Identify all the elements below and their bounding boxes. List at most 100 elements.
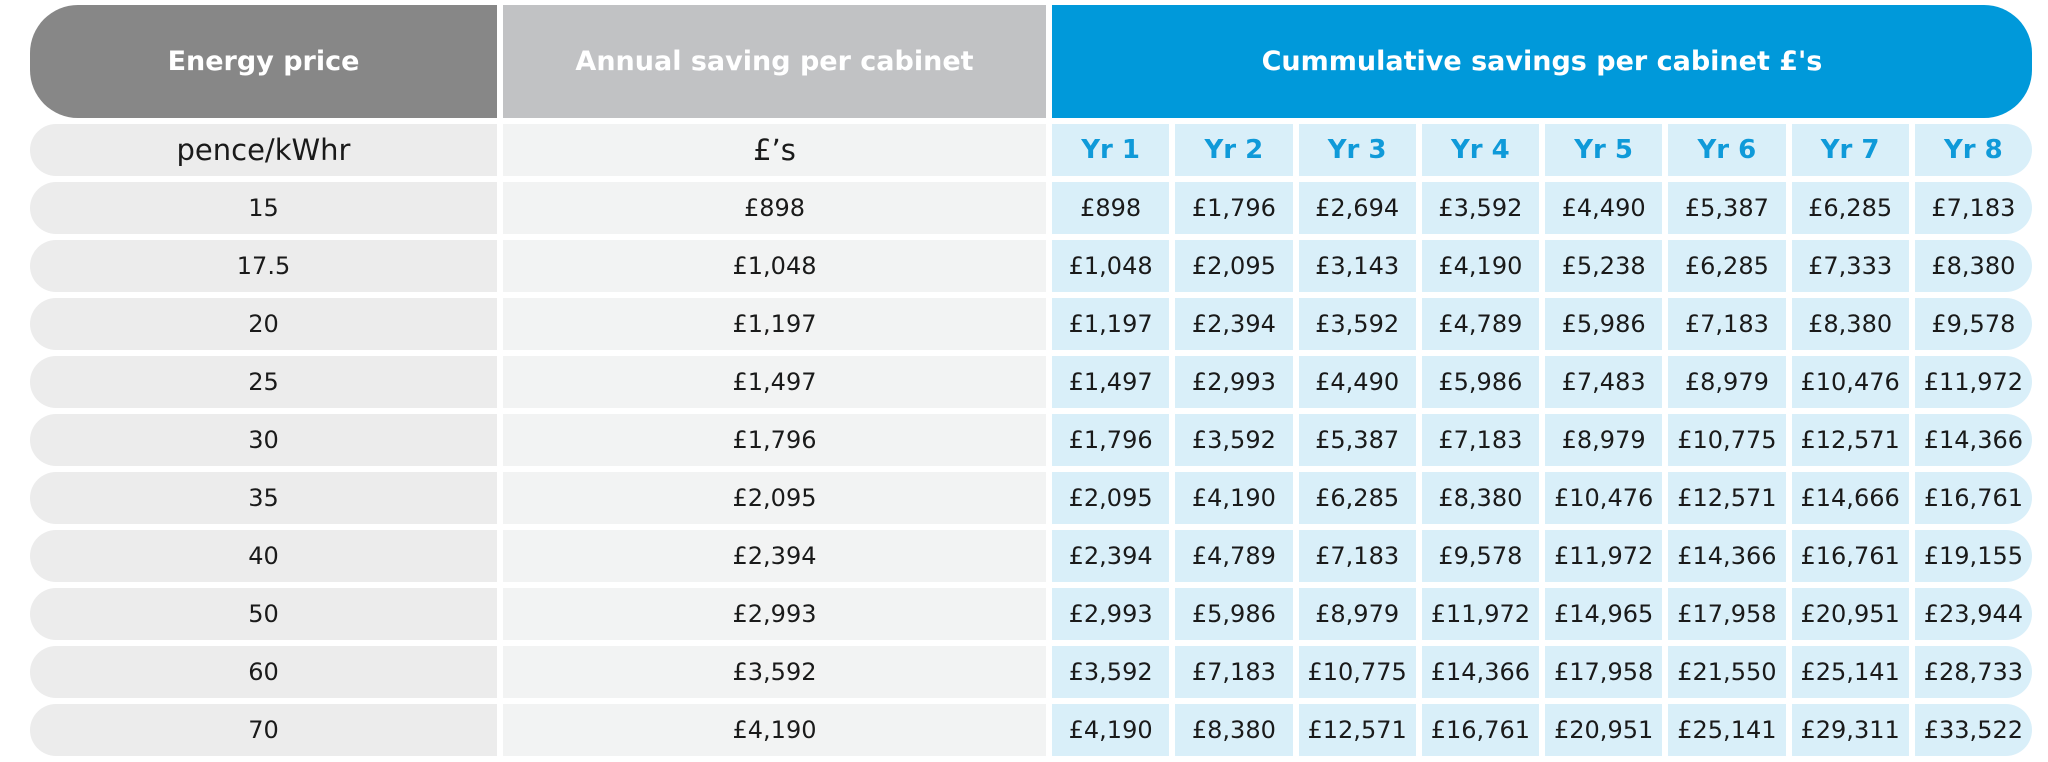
cumulative-saving-cell: £12,571: [1298, 704, 1416, 756]
cumulative-saving-cell: £8,979: [1668, 356, 1786, 408]
cumulative-saving-cell: £4,190: [1421, 240, 1539, 292]
savings-table: Energy price Annual saving per cabinet C…: [30, 5, 2032, 761]
cumulative-saving-cell: £2,694: [1298, 182, 1416, 234]
cumulative-saving-cell: £7,183: [1421, 414, 1539, 466]
cumulative-saving-cell: £4,789: [1175, 530, 1293, 582]
cumulative-saving-cell: £5,238: [1545, 240, 1663, 292]
cumulative-saving-cell: £8,979: [1298, 588, 1416, 640]
year-header: Yr 2: [1175, 124, 1293, 176]
cumulative-saving-cell: £7,333: [1791, 240, 1909, 292]
cumulative-saving-cell: £5,986: [1545, 298, 1663, 350]
cumulative-saving-cell: £19,155: [1914, 530, 2032, 582]
cumulative-saving-cell: £1,796: [1052, 414, 1170, 466]
cumulative-saving-cell: £1,796: [1175, 182, 1293, 234]
energy-price-cell: 25: [30, 356, 497, 408]
cumulative-saving-cell: £2,394: [1175, 298, 1293, 350]
cumulative-saving-cell: £4,190: [1052, 704, 1170, 756]
energy-price-cell: 60: [30, 646, 497, 698]
cumulative-saving-cell: £7,183: [1668, 298, 1786, 350]
cumulative-saving-cell: £7,183: [1914, 182, 2032, 234]
energy-price-cell: 17.5: [30, 240, 497, 292]
cumulative-saving-cell: £1,197: [1052, 298, 1170, 350]
annual-saving-cell: £4,190: [503, 704, 1046, 756]
cumulative-saving-cell: £11,972: [1914, 356, 2032, 408]
cumulative-saving-cell: £3,592: [1298, 298, 1416, 350]
cumulative-saving-cell: £2,993: [1052, 588, 1170, 640]
cumulative-saving-cell: £14,666: [1791, 472, 1909, 524]
cumulative-saving-cell: £8,979: [1545, 414, 1663, 466]
cumulative-saving-cell: £3,592: [1052, 646, 1170, 698]
energy-price-cell: 35: [30, 472, 497, 524]
cumulative-saving-cell: £12,571: [1668, 472, 1786, 524]
cumulative-saving-cell: £28,733: [1914, 646, 2032, 698]
cumulative-saving-cell: £4,490: [1545, 182, 1663, 234]
cumulative-saving-cell: £14,366: [1668, 530, 1786, 582]
cumulative-saving-cell: £10,476: [1791, 356, 1909, 408]
cumulative-saving-cell: £5,986: [1175, 588, 1293, 640]
year-header: Yr 4: [1421, 124, 1539, 176]
cumulative-saving-cell: £29,311: [1791, 704, 1909, 756]
cumulative-saving-cell: £6,285: [1668, 240, 1786, 292]
energy-price-cell: 15: [30, 182, 497, 234]
annual-saving-cell: £898: [503, 182, 1046, 234]
year-header: Yr 3: [1298, 124, 1416, 176]
cumulative-saving-cell: £5,986: [1421, 356, 1539, 408]
cumulative-saving-cell: £4,789: [1421, 298, 1539, 350]
annual-saving-cell: £1,497: [503, 356, 1046, 408]
annual-saving-cell: £2,394: [503, 530, 1046, 582]
annual-saving-cell: £1,796: [503, 414, 1046, 466]
annual-saving-cell: £1,048: [503, 240, 1046, 292]
cumulative-saving-cell: £9,578: [1421, 530, 1539, 582]
cumulative-saving-cell: £1,048: [1052, 240, 1170, 292]
cumulative-saving-cell: £16,761: [1791, 530, 1909, 582]
cumulative-saving-cell: £25,141: [1668, 704, 1786, 756]
year-header: Yr 1: [1052, 124, 1170, 176]
cumulative-saving-cell: £12,571: [1791, 414, 1909, 466]
cumulative-saving-cell: £1,497: [1052, 356, 1170, 408]
cumulative-saving-cell: £2,394: [1052, 530, 1170, 582]
annual-saving-cell: £2,095: [503, 472, 1046, 524]
energy-price-cell: 30: [30, 414, 497, 466]
cumulative-saving-cell: £3,143: [1298, 240, 1416, 292]
cumulative-saving-cell: £7,183: [1175, 646, 1293, 698]
cumulative-saving-cell: £3,592: [1421, 182, 1539, 234]
cumulative-saving-cell: £6,285: [1298, 472, 1416, 524]
cumulative-saving-cell: £2,095: [1052, 472, 1170, 524]
annual-saving-cell: £3,592: [503, 646, 1046, 698]
year-header: Yr 6: [1668, 124, 1786, 176]
cumulative-saving-cell: £23,944: [1914, 588, 2032, 640]
cumulative-saving-cell: £25,141: [1791, 646, 1909, 698]
cumulative-saving-cell: £21,550: [1668, 646, 1786, 698]
cumulative-saving-cell: £20,951: [1791, 588, 1909, 640]
energy-price-header: Energy price: [30, 5, 497, 118]
cumulative-saving-cell: £17,958: [1545, 646, 1663, 698]
year-header: Yr 5: [1545, 124, 1663, 176]
cumulative-saving-cell: £8,380: [1175, 704, 1293, 756]
annual-saving-cell: £2,993: [503, 588, 1046, 640]
annual-saving-unit: £’s: [503, 124, 1046, 176]
cumulative-saving-cell: £2,095: [1175, 240, 1293, 292]
cumulative-saving-cell: £14,366: [1914, 414, 2032, 466]
energy-price-cell: 70: [30, 704, 497, 756]
energy-price-cell: 40: [30, 530, 497, 582]
cumulative-saving-cell: £8,380: [1791, 298, 1909, 350]
cumulative-saving-cell: £17,958: [1668, 588, 1786, 640]
cumulative-saving-cell: £4,190: [1175, 472, 1293, 524]
year-header: Yr 8: [1914, 124, 2032, 176]
cumulative-saving-cell: £11,972: [1545, 530, 1663, 582]
cumulative-saving-cell: £8,380: [1421, 472, 1539, 524]
energy-price-cell: 50: [30, 588, 497, 640]
cumulative-saving-cell: £20,951: [1545, 704, 1663, 756]
cumulative-saving-cell: £14,366: [1421, 646, 1539, 698]
annual-saving-header: Annual saving per cabinet: [503, 5, 1046, 118]
cumulative-saving-cell: £10,476: [1545, 472, 1663, 524]
cumulative-saving-cell: £5,387: [1668, 182, 1786, 234]
cumulative-saving-cell: £11,972: [1421, 588, 1539, 640]
cumulative-saving-cell: £3,592: [1175, 414, 1293, 466]
cumulative-saving-cell: £9,578: [1914, 298, 2032, 350]
cumulative-saving-cell: £14,965: [1545, 588, 1663, 640]
cumulative-saving-cell: £898: [1052, 182, 1170, 234]
cumulative-saving-cell: £4,490: [1298, 356, 1416, 408]
energy-price-cell: 20: [30, 298, 497, 350]
cumulative-saving-cell: £7,183: [1298, 530, 1416, 582]
